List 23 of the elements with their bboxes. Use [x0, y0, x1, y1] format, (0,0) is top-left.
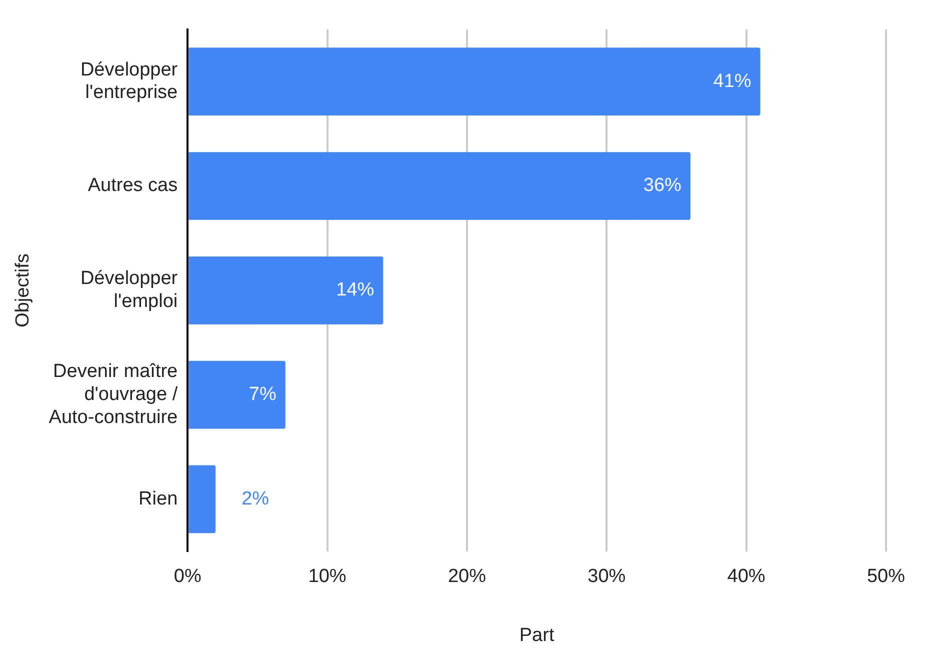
data-label: 14% [336, 280, 374, 301]
y-tick-label: Développer l'entreprise [80, 59, 178, 104]
data-label: 7% [248, 384, 276, 406]
y-axis-title: Objectifs [12, 253, 34, 328]
y-tick-label: Devenir maître d'ouvrage / Auto-construire [48, 361, 178, 428]
bar [188, 360, 286, 429]
bar [188, 256, 384, 324]
data-label: 36% [643, 175, 682, 196]
y-tick-label: Autres cas [88, 175, 178, 196]
x-tick-label: 50% [866, 566, 906, 588]
data-label: 41% [713, 70, 752, 92]
x-axis-title: Part [519, 624, 555, 646]
x-tick-label: 30% [588, 566, 626, 588]
x-tick-label: 20% [448, 566, 486, 588]
x-tick-label: 0% [174, 566, 202, 588]
x-tick-label: 40% [727, 566, 766, 588]
x-tick-label: 10% [308, 566, 346, 588]
y-tick-label: Rien [138, 488, 178, 510]
bar [188, 465, 216, 534]
bar [188, 152, 690, 220]
y-tick-label: Développer l'emploi [80, 268, 178, 312]
bar [188, 48, 760, 116]
data-label: 2% [242, 488, 270, 510]
